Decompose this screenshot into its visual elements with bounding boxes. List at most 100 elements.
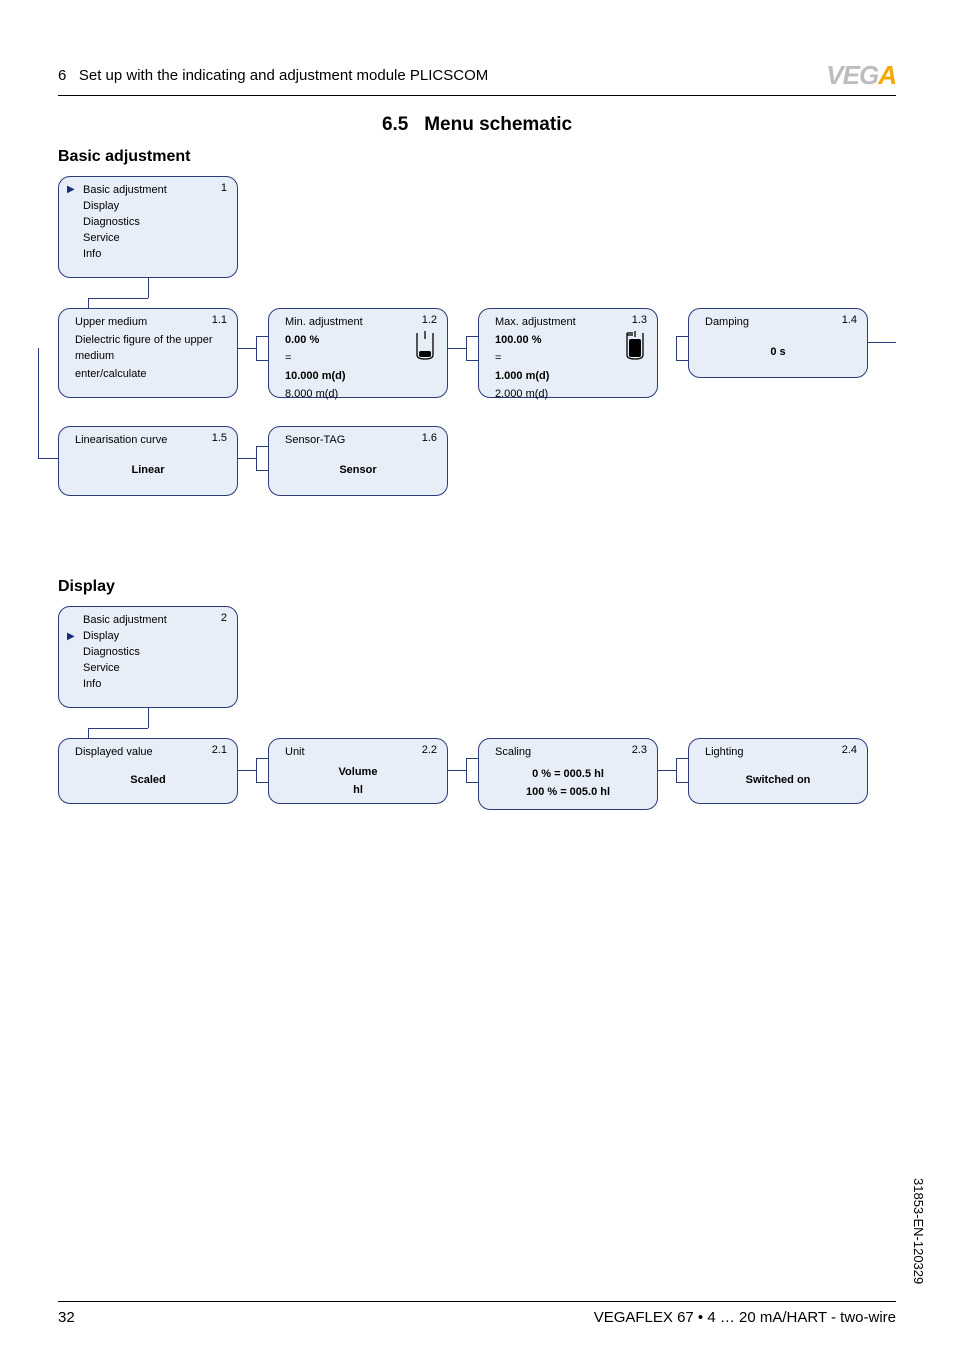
section-name: Menu schematic [424, 114, 572, 135]
connector [238, 348, 256, 349]
box-unit: 2.2 Unit Volume hl [268, 738, 448, 804]
box-value: Sensor [277, 463, 439, 479]
box-scaling: 2.3 Scaling 0 % = 000.5 hl 100 % = 005.0… [478, 738, 658, 810]
connector [466, 360, 478, 361]
connector [256, 446, 268, 447]
box-number: 1.2 [422, 314, 437, 326]
box-number: 1 [221, 182, 227, 194]
box-line: enter/calculate [67, 367, 229, 383]
box-value: 0 s [697, 345, 859, 361]
menu-item: Service [67, 661, 229, 677]
box-number: 1.3 [632, 314, 647, 326]
box-value: 10.000 m(d) [277, 369, 439, 385]
box-damping: 1.4 Damping 0 s [688, 308, 868, 378]
tank-empty-icon [415, 331, 435, 361]
section-number: 6.5 [382, 114, 408, 135]
page-header: 6 Set up with the indicating and adjustm… [58, 60, 896, 91]
selected-arrow-icon: ▶ [67, 184, 75, 195]
connector [868, 342, 896, 343]
basic-adjustment-heading: Basic adjustment [58, 148, 896, 166]
box-max-adjustment: 1.3 Max. adjustment 100.00 % = 1.000 m(d… [478, 308, 658, 398]
box-title: Displayed value [67, 745, 229, 761]
box-value: Linear [67, 463, 229, 479]
menu-root-basic: 1 ▶ Basic adjustment Display Diagnostics… [58, 176, 238, 278]
box-sensor-tag: 1.6 Sensor-TAG Sensor [268, 426, 448, 496]
box-number: 1.1 [212, 314, 227, 326]
connector [88, 728, 89, 738]
connector [676, 758, 677, 782]
box-title: Max. adjustment [487, 315, 649, 331]
connector [676, 360, 688, 361]
connector [256, 446, 257, 470]
menu-item: Basic adjustment [67, 613, 229, 629]
box-number: 2.4 [842, 744, 857, 756]
menu-item: Info [67, 247, 229, 263]
connector [466, 336, 478, 337]
box-number: 2.3 [632, 744, 647, 756]
selected-arrow-icon: ▶ [67, 631, 75, 642]
page-number: 32 [58, 1309, 75, 1326]
connector [256, 336, 257, 360]
menu-root-display: 2 ▶ Basic adjustment Display Diagnostics… [58, 606, 238, 708]
box-value: Scaled [67, 773, 229, 789]
connector [676, 336, 677, 360]
basic-adjustment-schematic: 1 ▶ Basic adjustment Display Diagnostics… [58, 176, 896, 536]
chapter-title: Set up with the indicating and adjustmen… [79, 67, 488, 84]
menu-item: Diagnostics [67, 645, 229, 661]
box-value: 100 % = 005.0 hl [487, 785, 649, 801]
box-value: 0 % = 000.5 hl [487, 767, 649, 783]
product-name: VEGAFLEX 67 • 4 … 20 mA/HART - two-wire [594, 1309, 896, 1326]
box-value: Volume [277, 765, 439, 781]
connector [466, 782, 478, 783]
connector [38, 348, 39, 458]
connector [256, 360, 268, 361]
menu-item: Info [67, 677, 229, 693]
connector [148, 278, 149, 298]
tank-full-icon [625, 331, 645, 361]
box-displayed-value: 2.1 Displayed value Scaled [58, 738, 238, 804]
connector [256, 782, 268, 783]
menu-item: Basic adjustment [67, 183, 229, 199]
connector [256, 336, 268, 337]
chapter-number: 6 [58, 67, 66, 84]
box-number: 2.1 [212, 744, 227, 756]
display-heading: Display [58, 578, 896, 596]
connector [148, 708, 149, 728]
box-min-adjustment: 1.2 Min. adjustment 0.00 % = 10.000 m(d)… [268, 308, 448, 398]
box-title: Scaling [487, 745, 649, 761]
display-schematic: 2 ▶ Basic adjustment Display Diagnostics… [58, 606, 896, 846]
box-title: Damping [697, 315, 859, 331]
section-title: 6.5 Menu schematic [58, 114, 896, 136]
box-value: Switched on [697, 773, 859, 789]
box-number: 1.4 [842, 314, 857, 326]
connector [466, 758, 478, 759]
vega-logo: VEGA [826, 60, 896, 91]
box-number: 2.2 [422, 744, 437, 756]
menu-item: Diagnostics [67, 215, 229, 231]
connector [88, 298, 148, 299]
connector [256, 758, 268, 759]
connector [238, 458, 256, 459]
box-title: Unit [277, 745, 439, 761]
logo-main: VEG [826, 60, 878, 91]
connector [448, 348, 466, 349]
box-title: Sensor-TAG [277, 433, 439, 449]
box-number: 2 [221, 612, 227, 624]
box-value: 1.000 m(d) [487, 369, 649, 385]
box-title: Linearisation curve [67, 433, 229, 449]
box-title: Upper medium [67, 315, 229, 331]
connector [88, 728, 148, 729]
chapter-heading: 6 Set up with the indicating and adjustm… [58, 67, 488, 84]
footer-rule [58, 1301, 896, 1302]
menu-item: Display [67, 629, 229, 645]
connector [256, 758, 257, 782]
connector [676, 782, 688, 783]
box-line: Dielectric figure of the upper medium [67, 333, 229, 365]
box-lighting: 2.4 Lighting Switched on [688, 738, 868, 804]
box-linearisation: 1.5 Linearisation curve Linear [58, 426, 238, 496]
menu-item: Display [67, 199, 229, 215]
header-rule [58, 95, 896, 96]
box-value: hl [277, 783, 439, 799]
box-value: 8.000 m(d) [277, 387, 439, 403]
connector [466, 336, 467, 360]
